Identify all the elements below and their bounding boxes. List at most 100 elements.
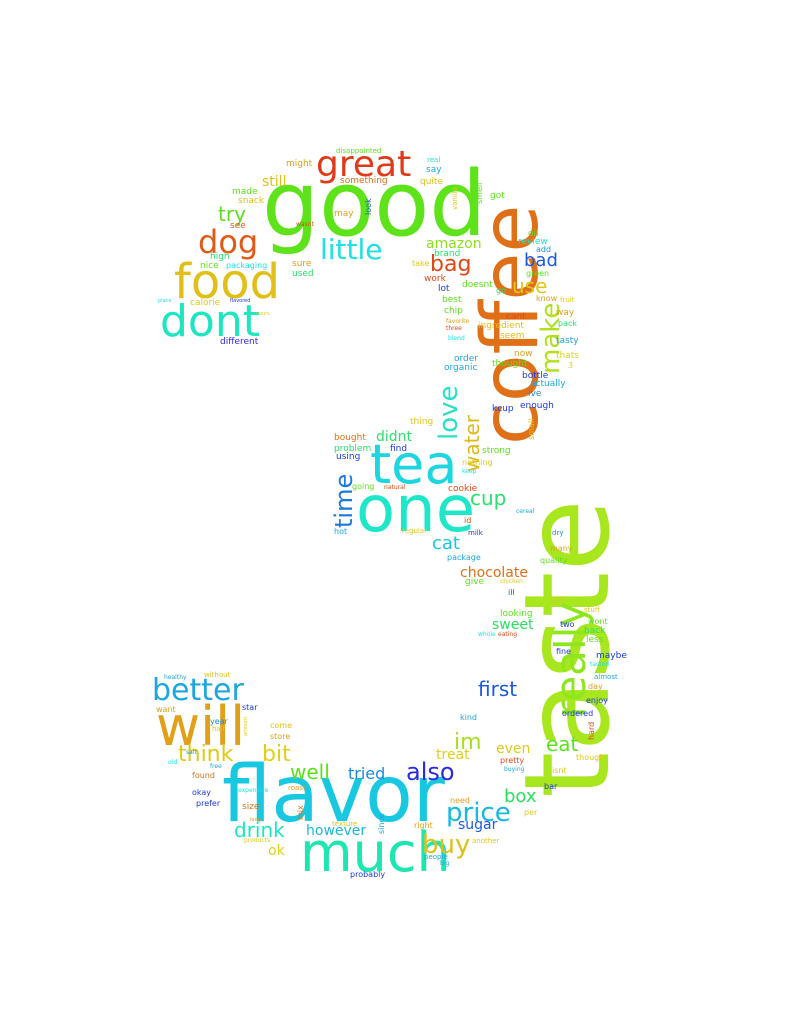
cloud-word: right [414, 821, 433, 830]
cloud-word: kind [460, 713, 478, 722]
cloud-word: whole [478, 631, 496, 638]
cloud-word: got [490, 191, 505, 201]
cloud-word: bit [262, 742, 291, 767]
cloud-word: maybe [596, 651, 627, 661]
cloud-word: free [210, 763, 222, 770]
cloud-word: fine [556, 647, 572, 656]
cloud-word: another [472, 837, 500, 845]
cloud-word: back [584, 626, 606, 636]
cloud-word: better [152, 673, 244, 708]
cloud-word: used [292, 269, 314, 279]
cloud-word: less [586, 635, 604, 645]
cloud-word: tried [348, 764, 386, 783]
cloud-word: eat [546, 732, 579, 756]
cloud-word: food [174, 254, 281, 310]
cloud-word: see [230, 221, 246, 231]
cloud-word: fruit [560, 296, 575, 304]
cloud-word: dry [552, 529, 564, 537]
cloud-word: best [442, 295, 462, 305]
cloud-word: cereal [516, 508, 535, 515]
cloud-word: price [446, 798, 511, 828]
cloud-word: thought [492, 359, 528, 369]
cloud-word: pretty [500, 756, 525, 765]
cloud-word: snack [238, 196, 265, 206]
cloud-word: drink [234, 818, 285, 842]
cloud-word: high [210, 252, 230, 262]
cloud-word: year [210, 717, 228, 726]
cloud-word: real [427, 156, 441, 164]
cloud-word: vanilla [451, 187, 459, 210]
cloud-word: milk [468, 529, 483, 537]
cloud-word: store [270, 732, 291, 741]
cloud-word: two [560, 620, 575, 629]
cloud-word: may [334, 209, 354, 219]
cloud-word: say [426, 165, 442, 175]
cloud-word: find [390, 444, 408, 454]
cloud-word: chip [444, 306, 463, 316]
cloud-word: organic [444, 363, 478, 373]
cloud-word: three [446, 325, 462, 332]
cloud-word: salt [186, 749, 197, 756]
cloud-word: cup [470, 486, 507, 510]
cloud-word: want [156, 705, 176, 714]
cloud-word: products [244, 837, 271, 844]
cloud-word: wasnt [296, 221, 314, 228]
cloud-word: strong [482, 446, 511, 456]
cloud-word: sugar [458, 817, 498, 833]
cloud-word: tasted [590, 661, 610, 668]
cloud-word: okay [192, 788, 212, 797]
cloud-word: eating [498, 631, 517, 638]
cloud-word: bar [544, 782, 558, 791]
cloud-word: enjoy [586, 696, 608, 705]
cloud-word: isnt [552, 766, 567, 775]
cloud-word: packaging [226, 261, 268, 270]
cloud-word: package [447, 553, 481, 562]
cloud-word: order [454, 354, 478, 364]
cloud-word: 3 [568, 361, 574, 370]
cloud-word: yours [256, 311, 270, 317]
cloud-word: thats [556, 351, 579, 361]
cloud-word: favorite [446, 318, 470, 325]
cloud-word: cat [432, 533, 460, 554]
cloud-word: amazon [426, 236, 482, 252]
cloud-word: bought [334, 433, 366, 443]
cloud-word: even [496, 741, 531, 757]
cloud-word: ok [268, 843, 285, 859]
cloud-word: box [504, 786, 537, 807]
cloud-word: first [478, 677, 518, 701]
cloud-word: roast [288, 784, 306, 792]
cloud-word: kcup [492, 404, 514, 414]
cloud-word: size [242, 802, 260, 812]
cloud-word: bad [524, 250, 558, 271]
cloud-word: will [156, 695, 246, 758]
cloud-word: good [262, 152, 487, 257]
cloud-word: however [306, 823, 367, 839]
cloud-word: regular [402, 527, 428, 535]
cloud-word: star [242, 703, 258, 712]
cloud-word: amount [243, 716, 249, 736]
cloud-word: dont [160, 296, 260, 347]
cloud-word: flavored [230, 298, 251, 304]
cloud-word: one [356, 473, 476, 547]
cloud-word: long [250, 817, 261, 823]
cloud-word: add [536, 245, 552, 254]
cloud-word: hard [587, 721, 596, 740]
cloud-word: know [536, 294, 558, 303]
cloud-word: review [518, 237, 548, 247]
cloud-word: ive [528, 389, 542, 399]
cloud-word: now [514, 349, 533, 359]
cloud-word: treat [436, 747, 470, 763]
cloud-word: found [192, 771, 215, 780]
cloud-word: prefer [196, 799, 221, 808]
cloud-word: probably [350, 870, 386, 879]
cloud-word: didnt [376, 429, 413, 445]
cloud-word: nothing [462, 458, 493, 467]
cloud-word: small [527, 418, 536, 440]
cloud-word: take [412, 259, 430, 268]
cloud-word: using [336, 452, 361, 462]
cloud-word: work [424, 274, 446, 284]
cloud-word: id [464, 516, 472, 525]
cloud-word: ill [508, 588, 515, 597]
cloud-word: oil [528, 229, 539, 239]
